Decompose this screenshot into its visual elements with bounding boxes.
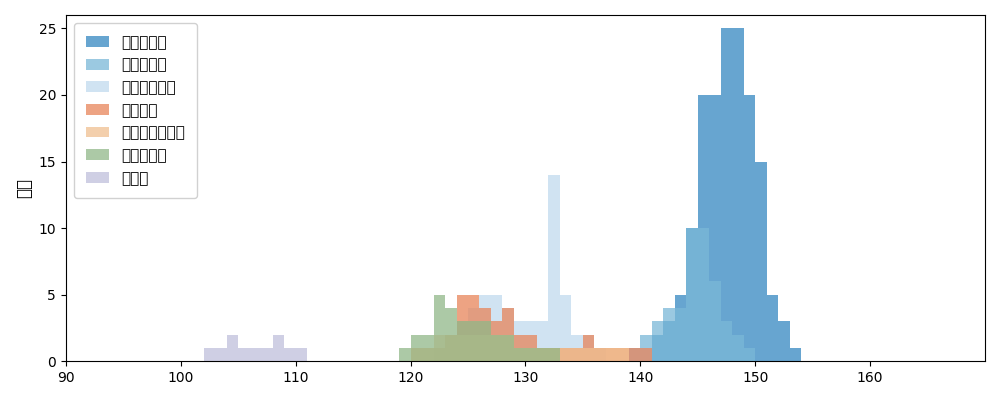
Y-axis label: 球数: 球数: [15, 178, 33, 198]
Legend: ストレート, ツーシーム, カットボール, フォーク, チェンジアップ, スライダー, カーブ: ストレート, ツーシーム, カットボール, フォーク, チェンジアップ, スライ…: [74, 23, 197, 198]
Polygon shape: [66, 28, 985, 361]
Polygon shape: [66, 175, 985, 361]
Polygon shape: [66, 228, 985, 361]
Polygon shape: [66, 295, 985, 361]
Polygon shape: [66, 295, 985, 361]
Polygon shape: [66, 335, 985, 361]
Polygon shape: [66, 335, 985, 361]
